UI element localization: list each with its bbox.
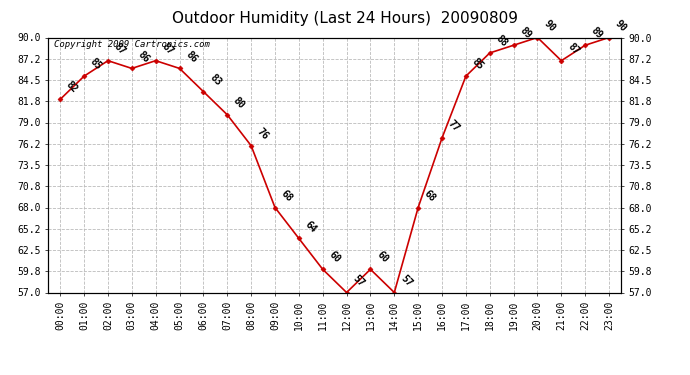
Text: 88: 88 (494, 33, 509, 49)
Text: 64: 64 (303, 219, 318, 234)
Text: 90: 90 (542, 18, 557, 33)
Text: 90: 90 (613, 18, 629, 33)
Text: 80: 80 (231, 95, 247, 111)
Text: 60: 60 (327, 250, 342, 265)
Text: 83: 83 (208, 72, 223, 87)
Text: 89: 89 (589, 26, 604, 41)
Text: Outdoor Humidity (Last 24 Hours)  20090809: Outdoor Humidity (Last 24 Hours) 2009080… (172, 11, 518, 26)
Text: 68: 68 (279, 188, 295, 203)
Text: 68: 68 (422, 188, 437, 203)
Text: 87: 87 (112, 41, 128, 57)
Text: 87: 87 (160, 41, 175, 57)
Text: 77: 77 (446, 118, 462, 134)
Text: 76: 76 (255, 126, 270, 141)
Text: 87: 87 (566, 41, 581, 57)
Text: 82: 82 (64, 80, 80, 95)
Text: 89: 89 (518, 26, 533, 41)
Text: 86: 86 (184, 49, 199, 64)
Text: 85: 85 (88, 57, 104, 72)
Text: 57: 57 (398, 273, 414, 288)
Text: 60: 60 (375, 250, 390, 265)
Text: 57: 57 (351, 273, 366, 288)
Text: 85: 85 (470, 57, 486, 72)
Text: 86: 86 (136, 49, 151, 64)
Text: Copyright 2009 Cartronics.com: Copyright 2009 Cartronics.com (54, 40, 210, 49)
